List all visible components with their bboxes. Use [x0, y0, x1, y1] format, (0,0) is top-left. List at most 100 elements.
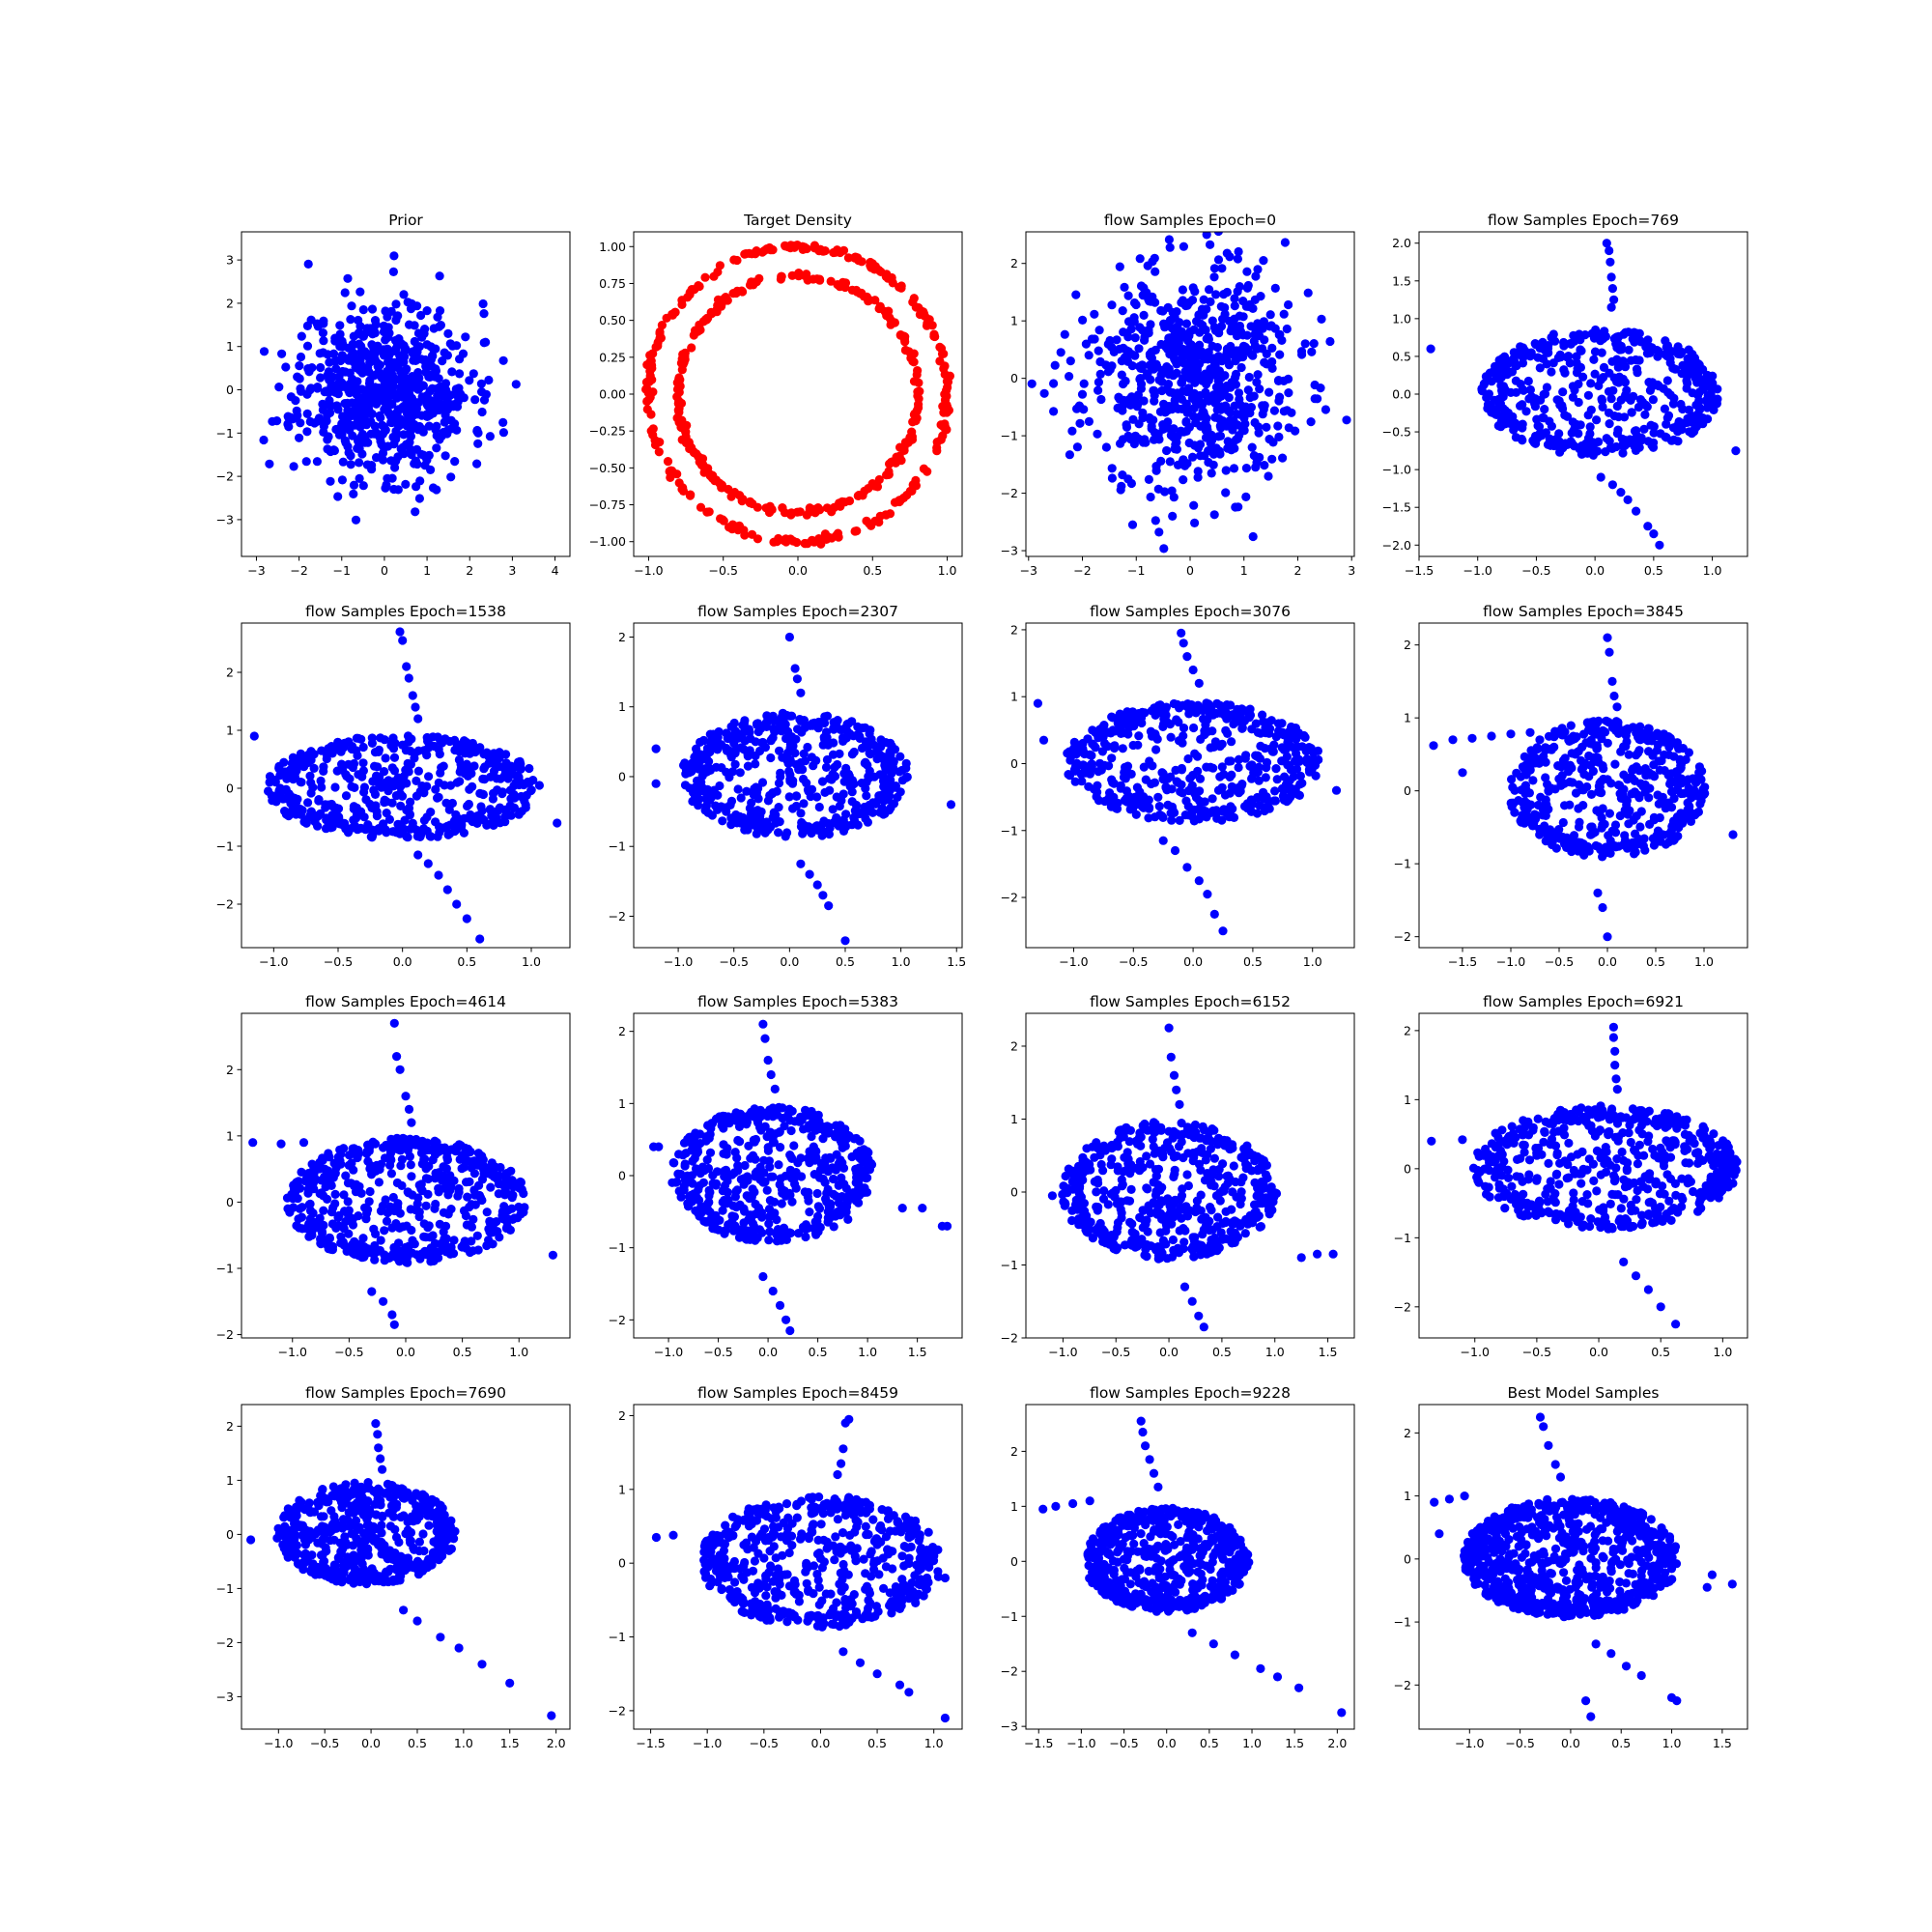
data-point	[342, 772, 352, 781]
data-point	[1565, 777, 1575, 787]
y-tick-label: −1.00	[589, 534, 626, 549]
data-point	[1696, 796, 1706, 806]
data-point	[1084, 416, 1094, 426]
data-point	[1590, 369, 1600, 379]
data-point	[895, 767, 904, 777]
data-point	[403, 758, 412, 769]
data-point	[343, 273, 353, 283]
data-point	[1521, 769, 1531, 779]
y-tick-label: −2	[1394, 929, 1411, 944]
data-point	[420, 461, 430, 470]
data-point	[688, 796, 697, 807]
data-point	[1635, 395, 1645, 405]
data-point	[1086, 765, 1095, 775]
y-tick-label: 2	[1404, 638, 1411, 652]
data-point	[1165, 457, 1175, 467]
data-point	[1528, 776, 1538, 785]
data-point	[1050, 360, 1060, 370]
data-point	[727, 525, 737, 534]
data-point	[411, 702, 420, 712]
data-point	[1164, 235, 1174, 244]
data-point	[810, 508, 820, 518]
data-point	[408, 691, 417, 700]
data-point	[914, 403, 923, 412]
data-point	[1272, 775, 1282, 784]
data-point	[1264, 802, 1273, 811]
y-tick-label: 1	[1010, 690, 1018, 704]
x-tick-label: −1.0	[1496, 954, 1525, 969]
data-point	[1259, 256, 1268, 266]
x-tick-label: −3	[1020, 563, 1037, 578]
data-point	[700, 806, 710, 815]
data-point	[354, 400, 363, 410]
data-point	[501, 758, 511, 768]
data-point	[1202, 380, 1211, 389]
data-point	[785, 243, 795, 253]
data-point	[1145, 360, 1154, 370]
data-point	[1683, 379, 1692, 388]
data-point	[675, 375, 685, 384]
data-point	[1704, 376, 1714, 385]
data-point	[1555, 447, 1565, 457]
data-point	[1274, 432, 1284, 441]
data-point	[367, 465, 377, 474]
data-point	[378, 780, 387, 789]
data-point	[889, 758, 898, 768]
data-point	[802, 243, 811, 254]
data-point	[373, 368, 383, 378]
data-point	[1234, 388, 1244, 398]
data-point	[1547, 332, 1556, 342]
data-point	[479, 338, 489, 348]
data-point	[1713, 384, 1722, 394]
data-point	[395, 627, 405, 637]
data-point	[526, 786, 536, 796]
data-point	[1238, 312, 1248, 322]
data-point	[1233, 434, 1242, 443]
x-tick-label: 0.0	[1183, 954, 1203, 969]
data-point	[1209, 909, 1219, 920]
data-point	[1221, 466, 1231, 475]
data-point	[374, 745, 384, 755]
data-point	[326, 476, 335, 486]
data-point	[435, 750, 444, 759]
data-point	[806, 791, 815, 802]
data-point	[685, 490, 696, 500]
data-point	[1601, 842, 1611, 852]
data-point	[1205, 285, 1214, 295]
x-tick-label: 0.5	[457, 954, 476, 969]
data-point	[1645, 783, 1655, 793]
data-point	[847, 797, 857, 807]
data-point	[405, 810, 414, 819]
data-point	[1049, 379, 1059, 388]
data-point	[1226, 383, 1236, 392]
data-point	[413, 328, 423, 338]
x-tick-label: 0	[381, 563, 388, 578]
data-point	[1683, 805, 1692, 814]
data-point	[1120, 353, 1129, 362]
x-tick-label: 0.0	[1585, 563, 1605, 578]
data-point	[1699, 384, 1709, 393]
data-point	[259, 347, 270, 356]
data-point	[822, 754, 833, 765]
data-point	[413, 746, 423, 755]
data-point	[1683, 413, 1692, 423]
x-tick-label: 1.0	[1703, 563, 1722, 578]
data-point	[484, 819, 494, 829]
data-point	[447, 798, 457, 809]
data-point	[1630, 787, 1639, 797]
data-point	[1632, 506, 1641, 516]
data-point	[384, 323, 393, 332]
data-point	[1302, 754, 1312, 764]
data-point	[887, 457, 897, 467]
data-point	[1202, 762, 1211, 772]
data-point	[1163, 380, 1174, 389]
data-point	[423, 736, 433, 746]
data-point	[1107, 464, 1117, 473]
data-point	[1167, 784, 1177, 794]
data-point	[930, 331, 940, 342]
x-tick-label: −0.5	[324, 954, 353, 969]
data-point	[1155, 810, 1165, 820]
scatter-points	[1426, 239, 1741, 550]
data-point	[680, 355, 690, 364]
data-point	[1458, 768, 1467, 778]
